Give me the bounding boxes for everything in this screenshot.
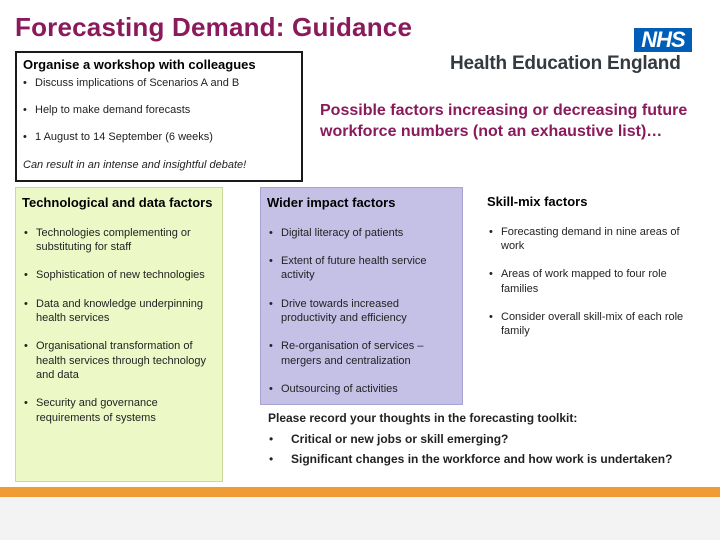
- list-item: Forecasting demand in nine areas of work: [487, 225, 697, 254]
- wider-impact-panel: Wider impact factors Digital literacy of…: [260, 187, 463, 405]
- list-item: 1 August to 14 September (6 weeks): [23, 131, 295, 143]
- organisation-name: Health Education England: [450, 53, 681, 74]
- list-item: Sophistication of new technologies: [22, 268, 216, 283]
- workshop-note: Can result in an intense and insightful …: [23, 159, 247, 171]
- skill-mix-panel: Skill-mix factors Forecasting demand in …: [481, 187, 703, 392]
- list-item: Significant changes in the workforce and…: [268, 452, 708, 468]
- workshop-box: Organise a workshop with colleagues Disc…: [15, 51, 303, 182]
- list-item: Technologies complementing or substituti…: [22, 226, 216, 255]
- list-item: Data and knowledge underpinning health s…: [22, 297, 216, 326]
- list-item: Re-organisation of services – mergers an…: [267, 339, 456, 368]
- record-thoughts-title: Please record your thoughts in the forec…: [268, 411, 578, 425]
- list-item: Consider overall skill-mix of each role …: [487, 310, 697, 339]
- footer: [0, 497, 720, 540]
- panel-title: Wider impact factors: [267, 195, 396, 210]
- possible-factors-heading: Possible factors increasing or decreasin…: [320, 102, 688, 140]
- skill-mix-list: Forecasting demand in nine areas of work…: [487, 225, 697, 339]
- list-item: Critical or new jobs or skill emerging?: [268, 432, 708, 448]
- list-item: Drive towards increased productivity and…: [267, 297, 456, 326]
- page-title: Forecasting Demand: Guidance: [15, 12, 413, 42]
- list-item: Outsourcing of activities: [267, 382, 456, 397]
- list-item: Digital literacy of patients: [267, 226, 456, 241]
- list-item: Discuss implications of Scenarios A and …: [23, 77, 295, 89]
- footer-accent-bar: [0, 487, 720, 497]
- nhs-logo: NHS: [634, 28, 692, 52]
- list-item: Areas of work mapped to four role famili…: [487, 267, 697, 296]
- panel-title: Skill-mix factors: [487, 194, 588, 209]
- panel-title: Technological and data factors: [22, 195, 213, 210]
- record-thoughts-list: Critical or new jobs or skill emerging? …: [268, 432, 708, 468]
- technological-factors-panel: Technological and data factors Technolog…: [15, 187, 223, 482]
- list-item: Organisational transformation of health …: [22, 339, 216, 382]
- workshop-list: Discuss implications of Scenarios A and …: [23, 77, 295, 143]
- list-item: Help to make demand forecasts: [23, 104, 295, 116]
- technological-list: Technologies complementing or substituti…: [22, 226, 216, 425]
- record-thoughts-section: Please record your thoughts in the forec…: [268, 411, 708, 473]
- list-item: Extent of future health service activity: [267, 254, 456, 283]
- wider-impact-list: Digital literacy of patients Extent of f…: [267, 226, 456, 397]
- list-item: Security and governance requirements of …: [22, 396, 216, 425]
- workshop-title: Organise a workshop with colleagues: [23, 57, 256, 72]
